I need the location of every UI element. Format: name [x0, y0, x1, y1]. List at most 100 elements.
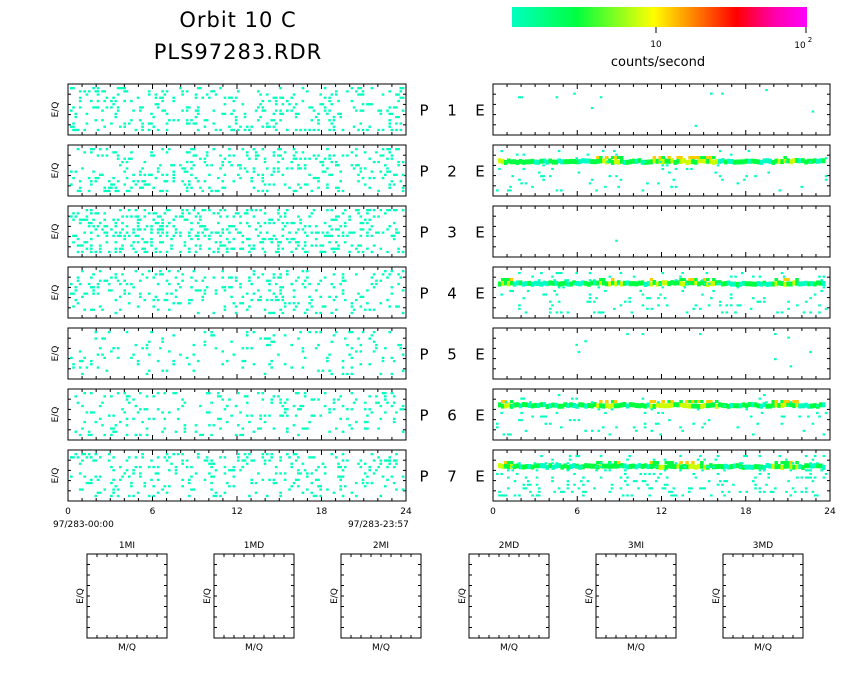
row-panels: E/Q P 1 EE/Q P 2 EE/Q P 3 EE/Q P 4 EE/Q P 5 EE/Q P 6 EE/Q P… [51, 83, 836, 530]
right-heat-p2 [606, 160, 609, 163]
left-heat-p5-cell [188, 363, 191, 366]
left-heat-p6-cell [145, 395, 149, 398]
right-band-peak-p4 [688, 278, 692, 281]
left-heat-p7-cell [386, 478, 389, 481]
left-heat-p5-cell [268, 363, 271, 366]
right-heat-p7 [791, 487, 795, 490]
right-band-p6 [682, 403, 686, 408]
left-heat-p2-cell [96, 154, 100, 157]
left-heat-p1-cell [150, 112, 153, 115]
left-heat-p4-cell [123, 289, 126, 292]
left-heat-p3-cell [145, 225, 149, 228]
left-heat-p7-cell [190, 465, 193, 469]
right-heat-p4 [537, 279, 541, 282]
left-heat-p4-cell [76, 279, 80, 282]
right-band-peak-p6 [501, 400, 505, 403]
left-heat-p7-cell [379, 494, 383, 498]
left-heat-p1-cell [141, 106, 144, 109]
left-heat-p4-cell [190, 276, 193, 279]
left-heat-p2-cell [335, 160, 338, 164]
left-heat-p5-cell [332, 334, 336, 337]
left-heat-p6-cell [259, 427, 262, 430]
left-heat-p3-cell [179, 231, 182, 234]
right-heat-p7 [721, 483, 724, 486]
right-band-p2 [557, 158, 561, 164]
right-heat-p7 [690, 487, 693, 490]
left-heat-p1-cell [78, 99, 82, 103]
left-heat-p4-cell [350, 311, 354, 315]
left-heat-p7-cell [308, 456, 311, 459]
left-heat-p7-cell [154, 472, 158, 475]
left-heat-p7-cell [297, 469, 300, 472]
left-heat-p3-cell [337, 247, 340, 250]
left-heat-p1-cell [279, 96, 282, 99]
left-heat-p1-cell [85, 93, 89, 96]
left-heat-p6-cell [161, 430, 164, 433]
left-heat-p7-cell [85, 456, 89, 459]
left-heat-p1-cell [219, 87, 222, 90]
right-heat-p7 [723, 480, 726, 483]
right-heat-p2 [670, 185, 673, 188]
left-heat-p3-cell [132, 247, 135, 250]
right-heat-p6 [610, 408, 614, 411]
left-heat-p6-cell [199, 433, 202, 437]
left-heat-p1-cell [301, 87, 305, 90]
left-heat-p6-cell [366, 414, 369, 417]
left-heat-p3-cell [359, 234, 363, 237]
left-heat-p3-cell [217, 250, 220, 254]
left-heat-p3-cell [335, 215, 338, 218]
left-heat-p1-cell [261, 109, 265, 112]
left-heat-p5-cell [314, 331, 318, 334]
right-band-p4 [822, 281, 826, 286]
left-heat-p7-cell [205, 459, 209, 462]
left-heat-p6-cell [76, 401, 80, 404]
right-panel-p6 [492, 388, 831, 441]
left-heat-p6-cell [239, 411, 242, 414]
left-heat-p3-cell [136, 241, 140, 244]
right-band-p6 [780, 402, 784, 408]
right-heat-p6 [763, 394, 766, 397]
left-heat-p7-cell [335, 456, 338, 459]
file-title: PLS97283.RDR [153, 40, 323, 64]
left-heat-p3-cell [259, 225, 262, 228]
left-heat-p7-cell [85, 481, 89, 485]
row-number-label: 5 [447, 346, 457, 364]
left-heat-p1-cell [221, 112, 224, 115]
left-heat-p2-cell [339, 180, 342, 183]
left-heat-p2-cell [92, 170, 95, 173]
right-band-p6 [533, 402, 538, 408]
left-heat-p1-cell [310, 106, 314, 109]
right-band-p7 [616, 463, 621, 469]
right-band-p4 [501, 280, 505, 286]
left-heat-p1-cell [119, 125, 122, 128]
left-heat-p2-cell [312, 154, 316, 157]
left-heat-p7-cell [370, 481, 374, 485]
left-heat-p5-cell [350, 331, 354, 334]
right-heat-p4 [511, 289, 514, 292]
left-heat-p2-cell [125, 167, 129, 170]
right-band-p7 [819, 463, 823, 469]
right-band-peak-p2 [706, 156, 710, 159]
left-heat-p6-cell [217, 392, 220, 395]
right-band-p2 [670, 158, 674, 164]
left-heat-p6-cell [283, 408, 287, 411]
right-band-p6 [807, 403, 811, 409]
left-heat-p2-cell [141, 186, 144, 189]
right-band-p4 [649, 281, 654, 287]
right-heat-p6 [504, 401, 508, 404]
left-heat-p3-cell [196, 231, 200, 234]
right-heat-p7 [789, 494, 793, 497]
left-heat-p2-cell [328, 157, 331, 160]
left-heat-p2-cell [361, 176, 365, 180]
left-heat-p3-cell [94, 212, 98, 215]
right-heat-p4 [650, 307, 654, 310]
right-band-p4 [652, 280, 657, 285]
right-heat-p4 [685, 311, 689, 314]
left-heat-p3-cell [392, 237, 396, 241]
left-heat-p7-cell [114, 485, 118, 488]
right-band-p7 [768, 463, 772, 469]
left-heat-p3-cell [203, 234, 207, 237]
left-heat-p7-cell [210, 459, 213, 462]
left-heat-p3-cell [386, 209, 389, 212]
left-heat-p2-cell [381, 148, 385, 151]
